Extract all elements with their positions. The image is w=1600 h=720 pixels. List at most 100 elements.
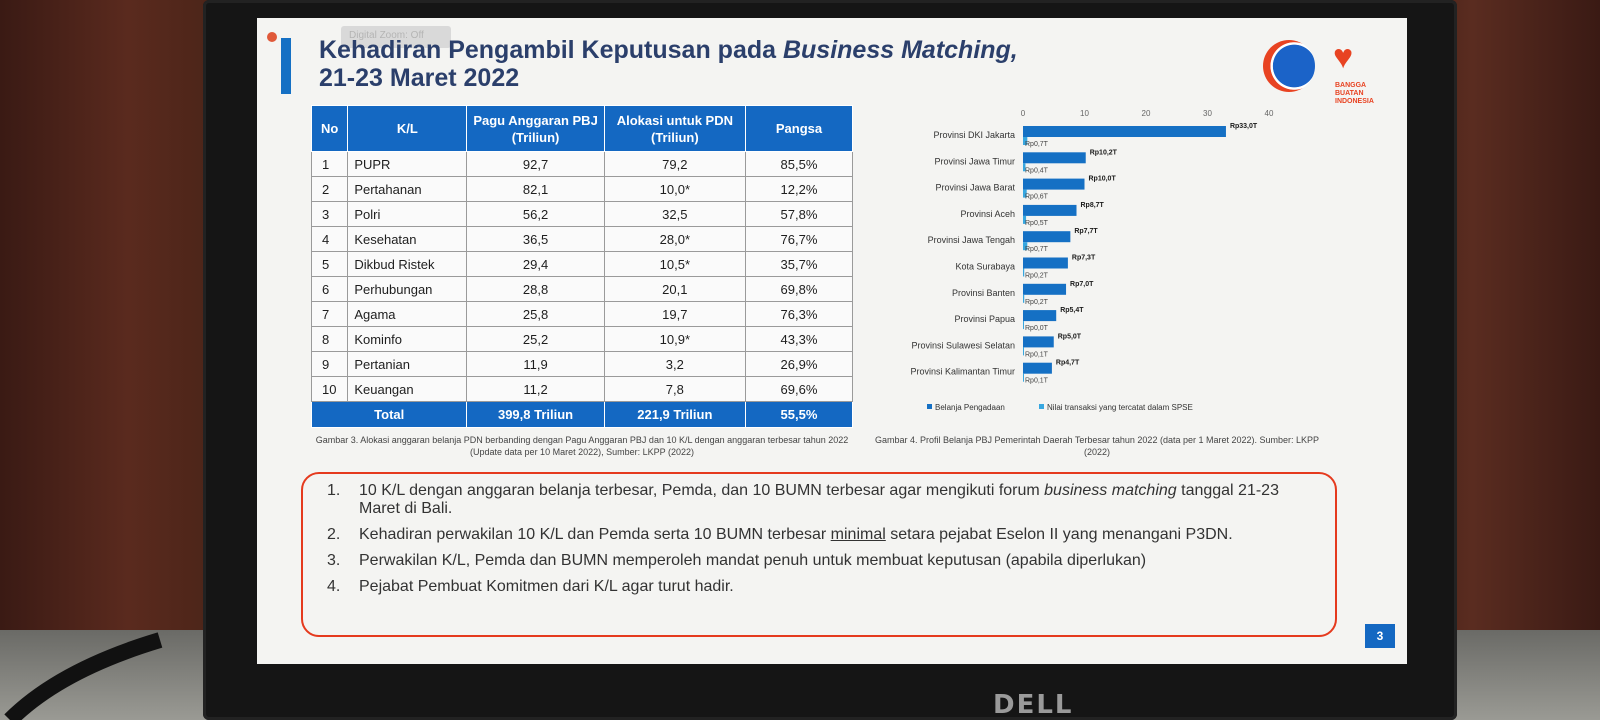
table-cell: 43,3%: [744, 326, 854, 352]
bar-belanja-pengadaan: [1023, 283, 1067, 295]
table-cell: 10,9*: [603, 326, 746, 352]
table-cell: Polri: [347, 201, 468, 227]
page-number-badge: 3: [1365, 624, 1395, 648]
total-cell: 55,5%: [744, 401, 854, 428]
table-row: 3 Polri 56,2 32,5 57,8%: [310, 201, 854, 227]
bar-nilai-transaksi: [1023, 294, 1025, 303]
slide-title: Kehadiran Pengambil Keputusan pada Busin…: [319, 36, 1099, 92]
column-header: K/L: [347, 105, 468, 152]
table-cell: 79,2: [603, 151, 746, 177]
table-cell: 8: [310, 326, 349, 352]
title-italic-text: Business Matching,: [782, 36, 1018, 64]
table-cell: 12,2%: [744, 176, 854, 202]
table-cell: 7: [310, 301, 349, 327]
logos: ♥ BANGGA BUATAN INDONESIA: [1253, 32, 1393, 105]
table-cell: 56,2: [466, 201, 605, 227]
table-cell: 10,5*: [603, 251, 746, 277]
table-row: 8 Kominfo 25,2 10,9* 43,3%: [310, 326, 854, 352]
bar-nilai-transaksi: [1023, 137, 1028, 145]
table-cell: 11,9: [466, 351, 605, 377]
table-cell: Kesehatan: [347, 226, 468, 252]
table-cell: 35,7%: [744, 251, 854, 277]
table-row: 4 Kesehatan 36,5 28,0* 76,7%: [310, 226, 854, 252]
bar-nilai-transaksi: [1023, 321, 1024, 330]
note-text: 10 K/L dengan anggaran belanja terbesar,…: [359, 482, 1279, 517]
table-cell: 85,5%: [744, 151, 854, 177]
table-cell: Keuangan: [347, 376, 468, 402]
table-cell: 32,5: [603, 201, 746, 227]
data-label-transaksi: Rp0,2T: [1025, 273, 1049, 280]
total-row: Total 399,8 Triliun 221,9 Triliun 55,5%: [310, 401, 854, 428]
bar-nilai-transaksi: [1023, 215, 1027, 224]
table-cell: 10: [310, 376, 349, 402]
category-label: Provinsi DKI Jakarta: [933, 130, 1015, 140]
category-label: Provinsi Banten: [952, 288, 1015, 298]
data-label-transaksi: Rp0,7T: [1025, 246, 1049, 253]
data-label-transaksi: Rp0,1T: [1025, 351, 1049, 358]
table-cell: 69,6%: [744, 376, 854, 402]
table-row: 7 Agama 25,8 19,7 76,3%: [310, 301, 854, 327]
table-cell: 1: [310, 151, 349, 177]
column-header: Pangsa: [744, 105, 854, 152]
bar-belanja-pengadaan: [1023, 204, 1077, 216]
note-item: 1. 10 K/L dengan anggaran belanja terbesa…: [327, 482, 1321, 518]
data-label-transaksi: Rp0,1T: [1025, 378, 1049, 385]
data-label-transaksi: Rp0,5T: [1025, 220, 1049, 227]
table-cell: 2: [310, 176, 349, 202]
table-cell: 9: [310, 351, 349, 377]
budget-table: No K/L Pagu Anggaran PBJ (Triliun) Alokasi …: [310, 105, 854, 428]
bar-nilai-transaksi: [1023, 163, 1026, 172]
data-label-belanja: Rp7,0T: [1070, 281, 1094, 288]
bar-belanja-pengadaan: [1023, 178, 1085, 190]
title-accent-bar: [281, 38, 291, 94]
table-header-row: No K/L Pagu Anggaran PBJ (Triliun) Alokasi …: [310, 105, 854, 152]
note-emphasis: business matching: [1044, 482, 1177, 499]
ministry-logo-icon: [1263, 40, 1315, 92]
data-label-transaksi: Rp0,2T: [1025, 299, 1049, 306]
table-cell: 7,8: [603, 376, 746, 402]
table-cell: 76,3%: [744, 301, 854, 327]
x-tick-label: 40: [1265, 109, 1274, 118]
logo-text: BANGGA BUATAN INDONESIA: [1335, 82, 1374, 105]
category-label: Provinsi Kalimantan Timur: [910, 367, 1015, 377]
table-cell: 82,1: [466, 176, 605, 202]
table-cell: 28,8: [466, 276, 605, 302]
table-cell: Dikbud Ristek: [347, 251, 468, 277]
bar-belanja-pengadaan: [1023, 231, 1071, 243]
note-number: 3.: [327, 552, 341, 569]
table-cell: Kominfo: [347, 326, 468, 352]
title-text: Kehadiran Pengambil Keputusan pada: [319, 36, 783, 64]
total-cell: Total: [310, 401, 468, 428]
note-item: 2. Kehadiran perwakilan 10 K/L dan Pemda …: [327, 526, 1321, 544]
legend-label-transaksi: Nilai transaksi yang tercatat dalam SPSE: [1047, 403, 1193, 412]
note-number: 4.: [327, 578, 341, 595]
data-label-belanja: Rp33,0T: [1230, 123, 1258, 130]
bar-belanja-pengadaan: [1023, 152, 1086, 164]
bar-nilai-transaksi: [1023, 268, 1025, 277]
legend-swatch-transaksi: [1039, 404, 1044, 409]
data-label-belanja: Rp5,0T: [1058, 333, 1082, 340]
record-indicator-icon: [267, 32, 277, 42]
total-cell: 221,9 Triliun: [603, 401, 746, 428]
data-label-belanja: Rp4,7T: [1056, 360, 1080, 367]
chart-caption: Gambar 4. Profil Belanja PBJ Pemerintah …: [874, 435, 1320, 457]
bar-chart: 0 10 20 30 40 Provinsi DKI Jakarta Rp33,0T Rp0,…: [910, 109, 1274, 412]
table-cell: 28,0*: [603, 226, 746, 252]
x-tick-label: 0: [1021, 109, 1026, 118]
table-row: 2 Pertahanan 82,1 10,0* 12,2%: [310, 176, 854, 202]
data-label-belanja: Rp8,7T: [1081, 202, 1105, 209]
bangga-buatan-indonesia-logo-icon: ♥: [1333, 38, 1354, 76]
category-label: Provinsi Aceh: [960, 209, 1015, 219]
table-cell: 10,0*: [603, 176, 746, 202]
digital-zoom-indicator: Digital Zoom: Off: [341, 26, 451, 48]
bar-nilai-transaksi: [1023, 373, 1024, 382]
table-cell: Pertahanan: [347, 176, 468, 202]
table-cell: 76,7%: [744, 226, 854, 252]
table-row: 6 Perhubungan 28,8 20,1 69,8%: [310, 276, 854, 302]
category-label: Provinsi Jawa Barat: [935, 183, 1015, 193]
column-header: No: [310, 105, 349, 152]
table-cell: 11,2: [466, 376, 605, 402]
bar-nilai-transaksi: [1023, 242, 1028, 251]
table-cell: 19,7: [603, 301, 746, 327]
table-cell: 3,2: [603, 351, 746, 377]
